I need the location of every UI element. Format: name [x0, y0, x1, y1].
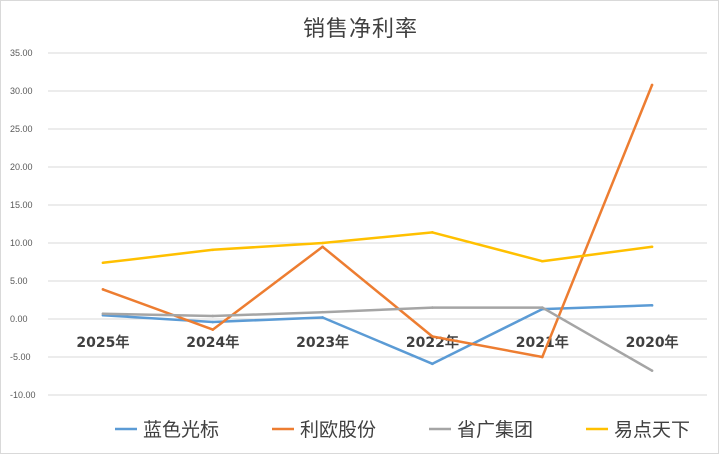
- y-tick-label: 30.00: [10, 86, 33, 96]
- data-point: [321, 245, 324, 249]
- x-tick-label: 2025年: [76, 334, 129, 351]
- data-point: [101, 261, 105, 265]
- series-line-4: [102, 231, 653, 265]
- y-tick-label: 5.00: [10, 276, 28, 286]
- x-tick-label: 2020年: [626, 334, 679, 351]
- data-point: [211, 248, 215, 252]
- series-line-3: [102, 306, 653, 372]
- chart-title: 销售净利率: [302, 17, 418, 42]
- x-tick-label: 2023年: [296, 334, 349, 351]
- data-point: [431, 306, 434, 309]
- y-tick-label: 15.00: [10, 200, 33, 210]
- series-line-2: [102, 84, 654, 359]
- data-point: [540, 355, 544, 359]
- data-point: [211, 328, 215, 331]
- data-point: [101, 312, 105, 315]
- series-line-1: [102, 304, 653, 366]
- y-tick-label: -10.00: [10, 390, 36, 400]
- y-tick-label: -5.00: [10, 352, 31, 362]
- legend-label: 省广集团: [457, 419, 533, 441]
- data-point: [540, 306, 544, 309]
- legend-label: 易点天下: [614, 419, 690, 441]
- data-point: [650, 83, 654, 87]
- data-point: [650, 369, 654, 372]
- y-tick-label: 10.00: [10, 238, 33, 248]
- data-point: [321, 310, 324, 314]
- x-tick-label: 2024年: [186, 334, 239, 351]
- y-tick-label: 0.00: [10, 314, 28, 324]
- data-point: [321, 316, 324, 319]
- data-point: [540, 259, 544, 263]
- y-tick-label: 25.00: [10, 124, 33, 134]
- legend-label: 利欧股份: [300, 419, 376, 441]
- data-point: [321, 241, 324, 245]
- data-point: [211, 320, 215, 324]
- y-tick-label: 35.00: [10, 48, 33, 58]
- data-point: [431, 335, 434, 338]
- data-point: [431, 231, 434, 234]
- x-tick-label: 2021年: [516, 334, 569, 351]
- data-point: [650, 304, 654, 307]
- y-tick-label: 20.00: [10, 162, 33, 172]
- data-point: [650, 245, 654, 249]
- data-point: [431, 362, 434, 366]
- data-point: [101, 288, 105, 291]
- data-point: [211, 314, 215, 318]
- legend-label: 蓝色光标: [143, 419, 219, 441]
